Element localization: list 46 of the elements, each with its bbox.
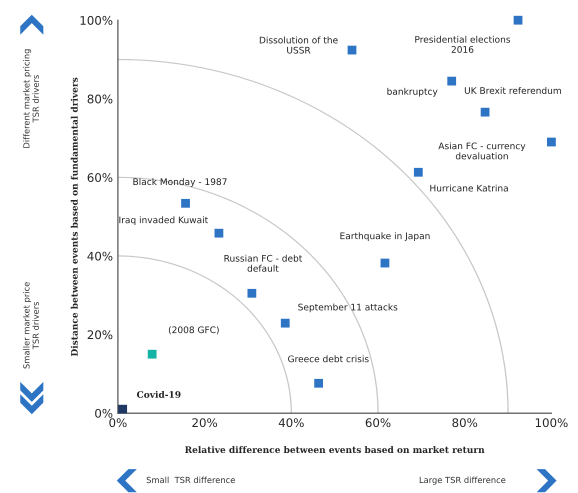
text: Different market pricing TSR drivers <box>23 49 39 148</box>
annotation: Black Monday - 1987 <box>133 178 227 187</box>
y-tick-label: 100% <box>80 16 112 25</box>
point <box>514 16 522 25</box>
x-tick-label: 60% <box>366 418 390 428</box>
annotation: Greece debt crisis <box>288 355 369 362</box>
point <box>547 138 556 146</box>
annotation: Iraq invaded Kuwait <box>119 216 208 226</box>
x-tick-label: 100% <box>536 418 568 428</box>
annotation: bankruptcy <box>387 88 438 97</box>
point <box>480 108 490 117</box>
annotation: Asian FC - currency devaluation <box>438 142 526 160</box>
point <box>447 76 456 86</box>
annotation: Hurricane Katrina <box>430 184 508 192</box>
x-tick-label: 40% <box>278 418 304 428</box>
text: Smaller market price TSR drivers <box>23 282 39 368</box>
point <box>380 258 390 268</box>
annotation: UK Brexit referendum <box>464 86 561 94</box>
text: Large TSR difference <box>420 476 506 485</box>
annotation: September 11 attacks <box>298 304 398 312</box>
x-axis-title: Relative difference between events based on market return <box>185 446 484 454</box>
x-tick-label: 80% <box>452 418 478 428</box>
x-tick-label: 0% <box>109 418 127 428</box>
y-tick-label: 0% <box>95 408 112 418</box>
point <box>148 350 157 359</box>
point <box>214 228 224 238</box>
point <box>414 168 423 177</box>
point <box>247 288 256 298</box>
point <box>314 378 324 388</box>
point <box>118 404 128 414</box>
annotation: Presidential elections 2016 <box>415 36 510 53</box>
point <box>348 46 356 54</box>
y-tick-label: 80% <box>88 94 112 104</box>
annotation: Covid-19 <box>136 390 181 398</box>
point <box>181 198 190 208</box>
y-tick-label: 20% <box>88 330 112 340</box>
point <box>280 318 290 328</box>
annotation: (2008 GFC) <box>168 326 219 334</box>
y-tick-label: 60% <box>88 173 112 182</box>
annotation: Dissolution of the USSR <box>260 36 338 54</box>
y-axis-title: Distance between events based on fundamental drivers <box>70 78 78 356</box>
annotation: Russian FC - debt default <box>224 254 302 272</box>
x-tick-label: 20% <box>192 418 218 428</box>
y-tick-label: 40% <box>87 252 112 261</box>
annotation: Earthquake in Japan <box>340 232 430 242</box>
text: Small TSR difference <box>146 476 235 484</box>
